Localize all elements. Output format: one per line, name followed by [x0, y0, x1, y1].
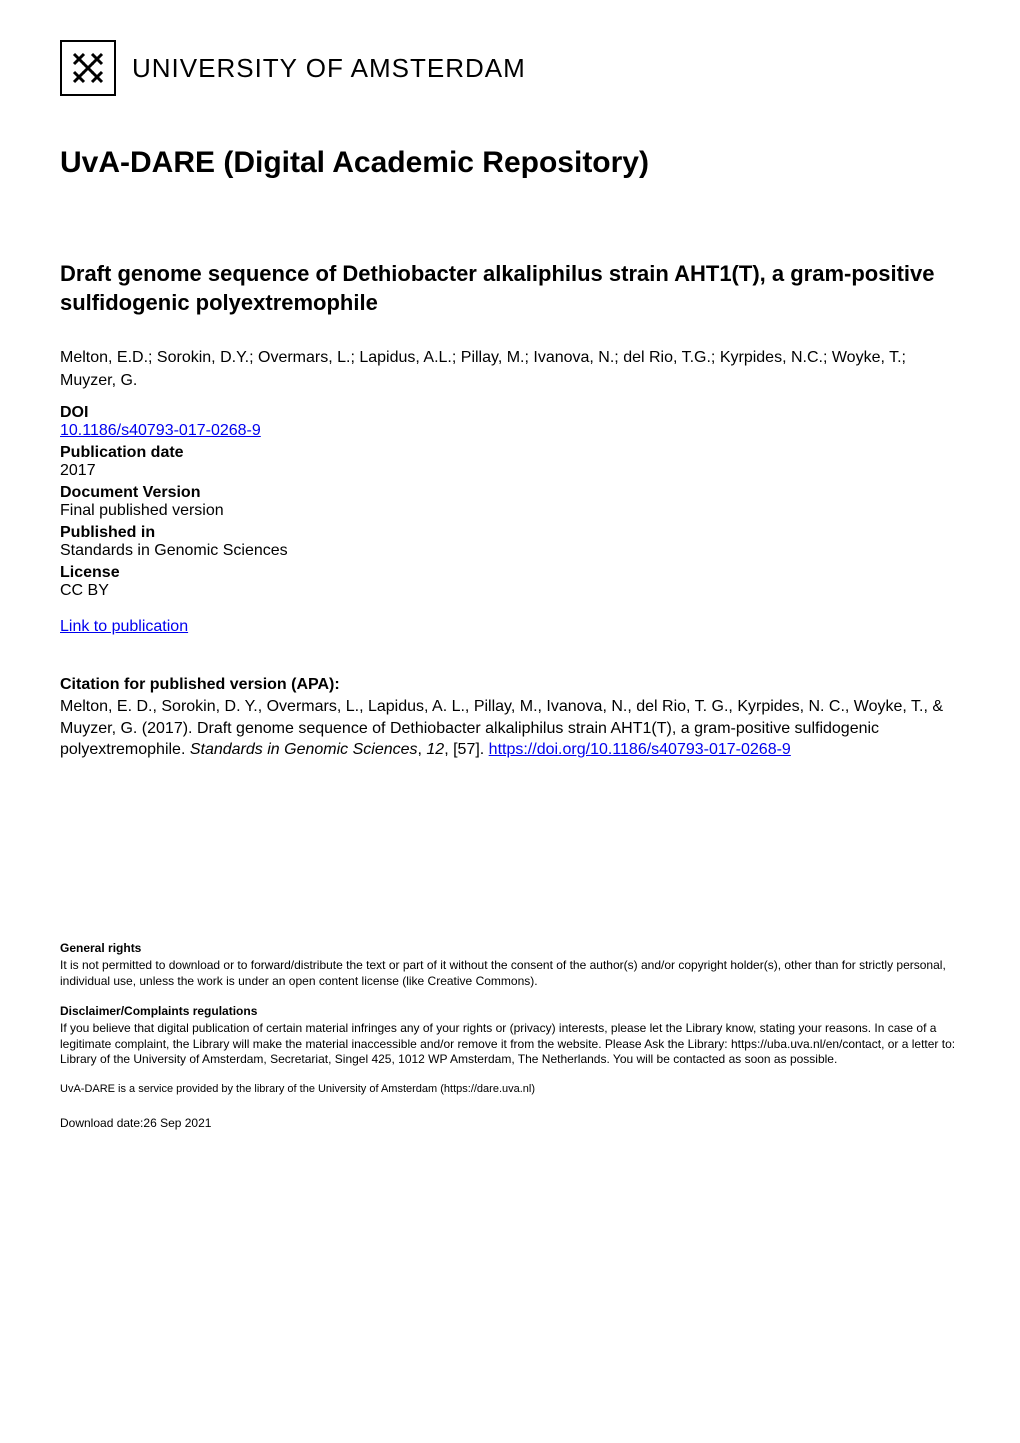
- citation-journal: Standards in Genomic Sciences: [190, 741, 418, 758]
- disclaimer-heading: Disclaimer/Complaints regulations: [60, 1004, 960, 1020]
- citation-text-3: , [57].: [444, 741, 488, 758]
- document-version-label: Document Version: [60, 484, 960, 502]
- document-version-value: Final published version: [60, 502, 960, 520]
- publication-date-value: 2017: [60, 462, 960, 480]
- service-note: UvA-DARE is a service provided by the li…: [60, 1082, 960, 1096]
- publication-date-label: Publication date: [60, 444, 960, 462]
- license-value: CC BY: [60, 582, 960, 600]
- header: UNIVERSITY OF AMSTERDAM: [60, 40, 960, 96]
- footer: General rights It is not permitted to do…: [60, 941, 960, 1132]
- paper-title: Draft genome sequence of Dethiobacter al…: [60, 260, 960, 317]
- citation-volume: 12: [426, 741, 444, 758]
- disclaimer-text: If you believe that digital publication …: [60, 1021, 960, 1068]
- general-rights-text: It is not permitted to download or to fo…: [60, 958, 960, 989]
- doi-value: 10.1186/s40793-017-0268-9: [60, 422, 960, 440]
- link-to-publication[interactable]: Link to publication: [60, 618, 188, 636]
- citation-doi-link[interactable]: https://doi.org/10.1186/s40793-017-0268-…: [489, 741, 791, 758]
- citation-body: Melton, E. D., Sorokin, D. Y., Overmars,…: [60, 696, 960, 761]
- authors-list: Melton, E.D.; Sorokin, D.Y.; Overmars, L…: [60, 347, 960, 392]
- doi-label: DOI: [60, 404, 960, 422]
- university-logo: [60, 40, 116, 96]
- doi-link[interactable]: 10.1186/s40793-017-0268-9: [60, 422, 261, 439]
- citation-heading: Citation for published version (APA):: [60, 676, 960, 694]
- andreas-cross-icon: [68, 48, 108, 88]
- license-label: License: [60, 564, 960, 582]
- download-date: Download date:26 Sep 2021: [60, 1116, 960, 1132]
- published-in-label: Published in: [60, 524, 960, 542]
- published-in-value: Standards in Genomic Sciences: [60, 542, 960, 560]
- repository-title: UvA-DARE (Digital Academic Repository): [60, 146, 960, 180]
- general-rights-heading: General rights: [60, 941, 960, 957]
- university-name: UNIVERSITY OF AMSTERDAM: [132, 53, 526, 84]
